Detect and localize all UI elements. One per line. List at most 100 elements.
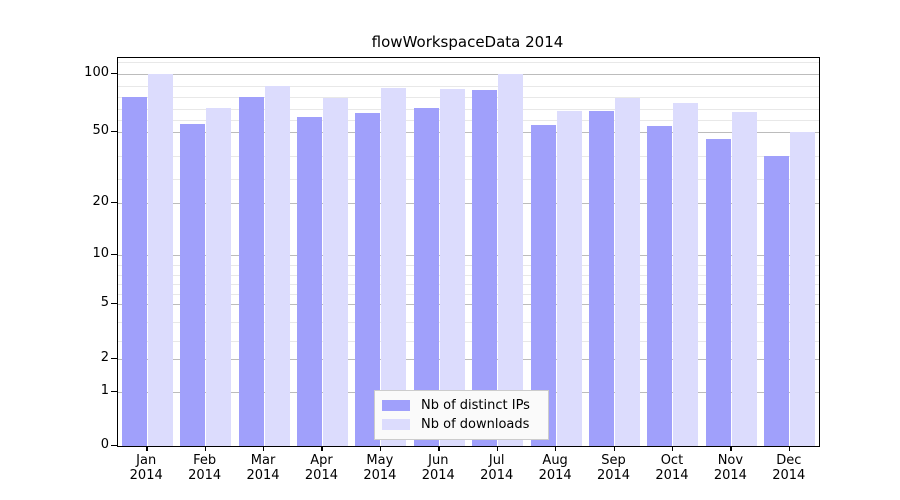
x-tick-year: 2014 bbox=[129, 468, 163, 483]
bar-dec-downloads bbox=[790, 132, 816, 446]
legend-swatch-icon bbox=[382, 419, 410, 430]
x-tick-year: 2014 bbox=[304, 468, 338, 483]
bars-layer bbox=[118, 58, 819, 446]
x-tick-mark bbox=[379, 446, 382, 451]
chart-legend: Nb of distinct IPs Nb of downloads bbox=[374, 390, 549, 440]
x-tick-label-jan: Jan 2014 bbox=[111, 453, 181, 483]
bar-oct-downloads bbox=[673, 103, 699, 446]
x-tick-year: 2014 bbox=[363, 468, 397, 483]
x-tick-month: Jul bbox=[488, 453, 505, 468]
bar-mar-downloads bbox=[264, 85, 290, 446]
bar-jan-downloads bbox=[147, 74, 173, 446]
gridline-minor bbox=[118, 62, 819, 64]
bar-jun-distinct-ips bbox=[413, 107, 439, 446]
x-tick-mark bbox=[730, 446, 732, 451]
x-tick-year: 2014 bbox=[772, 468, 806, 483]
x-tick-month: Sep bbox=[601, 453, 626, 468]
x-tick-month: Nov bbox=[717, 453, 744, 468]
x-tick-mark bbox=[204, 446, 206, 451]
x-tick-label-feb: Feb 2014 bbox=[170, 453, 240, 483]
gridline-minor bbox=[118, 85, 819, 87]
x-tick-label-mar: Mar 2014 bbox=[228, 453, 298, 483]
x-tick-year: 2014 bbox=[480, 468, 514, 483]
y-axis-tick-labels: 0 1 2 5 10 20 50 100 bbox=[63, 0, 109, 500]
y-tick-mark bbox=[111, 358, 117, 360]
y-tick-label: 0 bbox=[100, 437, 109, 452]
x-tick-mark bbox=[146, 446, 148, 451]
y-tick-label: 1 bbox=[100, 383, 109, 398]
gridline-minor bbox=[118, 322, 819, 324]
y-tick-mark bbox=[111, 391, 117, 393]
legend-label: Nb of distinct IPs bbox=[421, 398, 530, 413]
x-tick-year: 2014 bbox=[655, 468, 689, 483]
bar-aug-downloads bbox=[556, 111, 582, 446]
x-tick-label-may: May 2014 bbox=[345, 453, 415, 483]
x-tick-year: 2014 bbox=[246, 468, 280, 483]
y-tick-label: 100 bbox=[84, 65, 109, 80]
bar-feb-distinct-ips bbox=[180, 123, 206, 446]
legend-swatch-icon bbox=[382, 400, 410, 411]
bar-may-downloads bbox=[381, 87, 407, 446]
x-tick-label-jun: Jun 2014 bbox=[403, 453, 473, 483]
gridline-minor bbox=[118, 97, 819, 99]
x-tick-mark bbox=[496, 446, 498, 451]
gridline-minor bbox=[118, 108, 819, 110]
gridline-major bbox=[118, 74, 819, 75]
x-tick-month: Oct bbox=[660, 453, 684, 468]
y-tick-label: 50 bbox=[92, 123, 109, 138]
bar-jun-downloads bbox=[439, 89, 465, 446]
x-tick-year: 2014 bbox=[421, 468, 455, 483]
bar-apr-downloads bbox=[322, 98, 348, 446]
bar-oct-distinct-ips bbox=[647, 126, 673, 446]
bar-sep-downloads bbox=[615, 98, 641, 446]
x-tick-mark bbox=[788, 446, 791, 451]
x-tick-month: Aug bbox=[542, 453, 568, 468]
x-tick-month: Apr bbox=[310, 453, 333, 468]
gridline-minor bbox=[118, 274, 819, 276]
gridline-minor bbox=[118, 340, 819, 342]
y-tick-mark bbox=[111, 131, 117, 133]
bar-jul-distinct-ips bbox=[472, 90, 498, 446]
gridline-minor bbox=[118, 294, 819, 296]
bar-jul-downloads bbox=[498, 74, 524, 446]
x-tick-label-oct: Oct 2014 bbox=[637, 453, 707, 483]
bar-apr-distinct-ips bbox=[296, 116, 322, 446]
y-tick-mark bbox=[111, 254, 117, 256]
bar-nov-downloads bbox=[731, 112, 757, 446]
x-tick-month: May bbox=[366, 453, 394, 468]
y-tick-mark bbox=[111, 445, 117, 447]
x-tick-year: 2014 bbox=[538, 468, 572, 483]
gridline-major bbox=[118, 304, 819, 305]
gridline-major bbox=[118, 132, 819, 133]
x-tick-year: 2014 bbox=[188, 468, 222, 483]
gridline-minor bbox=[118, 284, 819, 286]
gridline-major bbox=[118, 255, 819, 256]
chart-title: flowWorkspaceData 2014 bbox=[371, 33, 564, 51]
bar-nov-distinct-ips bbox=[705, 139, 731, 446]
x-tick-mark bbox=[263, 446, 265, 451]
x-tick-mark bbox=[613, 446, 615, 451]
y-tick-mark bbox=[111, 202, 117, 204]
gridline-minor bbox=[118, 120, 819, 122]
x-tick-label-apr: Apr 2014 bbox=[286, 453, 356, 483]
x-tick-month: Jan bbox=[136, 453, 157, 468]
bar-jan-distinct-ips bbox=[121, 97, 147, 446]
legend-label: Nb of downloads bbox=[421, 417, 530, 432]
gridline-major bbox=[118, 359, 819, 360]
gridline-minor bbox=[118, 264, 819, 266]
x-tick-mark bbox=[555, 446, 557, 451]
gridline-minor bbox=[118, 179, 819, 181]
legend-entry: Nb of downloads bbox=[382, 415, 541, 434]
x-tick-label-nov: Nov 2014 bbox=[695, 453, 765, 483]
x-tick-year: 2014 bbox=[596, 468, 631, 483]
y-tick-mark bbox=[111, 303, 117, 305]
x-tick-month: Mar bbox=[250, 453, 276, 468]
y-tick-label: 10 bbox=[92, 246, 109, 261]
y-tick-label: 5 bbox=[100, 295, 109, 310]
plot-area bbox=[117, 57, 820, 447]
y-tick-label: 2 bbox=[100, 350, 109, 365]
gridline-major bbox=[118, 203, 819, 204]
x-tick-label-sep: Sep 2014 bbox=[579, 453, 649, 483]
x-tick-mark bbox=[321, 446, 323, 451]
